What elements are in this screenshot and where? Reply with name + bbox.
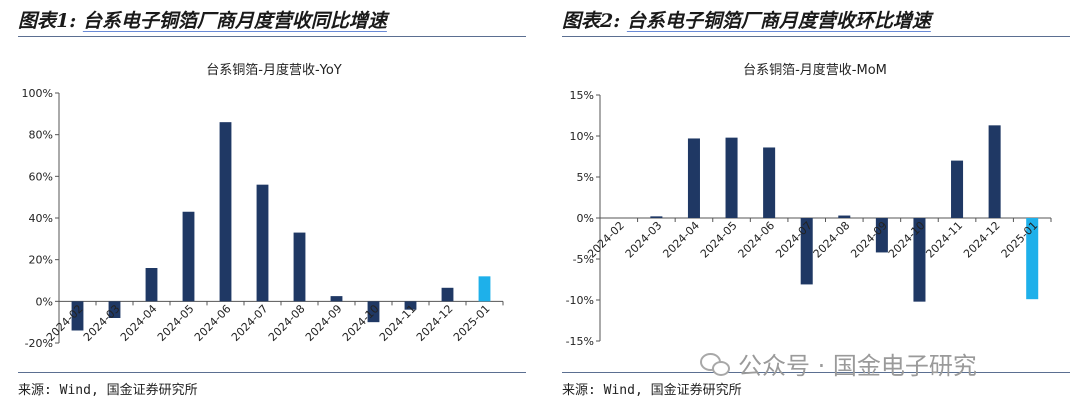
- bar: [71, 301, 84, 331]
- chart-panel-yoy: 图表1: 台系电子铜箔厂商月度营收同比增速 台系铜箔-月度营收-YoY 100% 8…: [18, 6, 526, 398]
- x-tick-label: 2024-12: [961, 219, 1003, 261]
- bar: [988, 125, 1001, 218]
- bar: [763, 147, 776, 218]
- y-tick-label: 5%: [577, 171, 594, 184]
- watermark: 公众号 · 国金电子研究: [700, 346, 977, 381]
- chart-title: 台系铜箔-月度营收-MoM: [743, 62, 887, 78]
- x-tick-label: 2024-11: [923, 219, 965, 261]
- y-tick-label: 80%: [29, 129, 53, 142]
- y-tick-label: 100%: [22, 87, 53, 100]
- bottom-rule: [562, 372, 1070, 373]
- bar: [800, 218, 813, 285]
- bar: [951, 160, 964, 218]
- bar: [219, 122, 232, 302]
- y-tick-label: -15%: [566, 335, 594, 348]
- figure-title: 图表2: 台系电子铜箔厂商月度营收环比增速: [562, 6, 931, 33]
- x-tick-label: 2024-05: [155, 302, 197, 344]
- bar: [441, 287, 454, 302]
- source-note: 来源: Wind, 国金证券研究所: [562, 383, 742, 398]
- x-tick-label: 2024-03: [623, 219, 665, 261]
- x-tick-label: 2024-03: [81, 302, 123, 344]
- x-tick-label: 2024-12: [414, 302, 456, 344]
- y-tick-label: 60%: [29, 170, 53, 183]
- figure-number: 图表2:: [562, 10, 621, 32]
- watermark-text: 公众号 · 国金电子研究: [738, 352, 977, 380]
- y-tick-label: 15%: [570, 89, 594, 102]
- bar: [725, 137, 738, 218]
- chart-panel-mom: 图表2: 台系电子铜箔厂商月度营收环比增速 台系铜箔-月度营收-MoM 15% 10…: [540, 0, 1080, 407]
- figure-number: 图表1:: [18, 10, 77, 32]
- source-note: 来源: Wind, 国金证券研究所: [18, 383, 198, 398]
- y-tick-label: 40%: [29, 212, 53, 225]
- bar: [256, 184, 269, 302]
- x-tick-label: 2024-05: [698, 219, 740, 261]
- bar: [478, 276, 491, 302]
- chart-title: 台系铜箔-月度营收-YoY: [206, 62, 342, 78]
- top-rule: [18, 36, 526, 37]
- bar: [367, 301, 380, 323]
- x-tick-label: 2024-06: [192, 302, 234, 344]
- bar: [182, 211, 195, 302]
- mom-bar-chart: 台系铜箔-月度营收-MoM 15% 10% 5% 0% -5% -10% -15% 2024-0…: [566, 62, 1052, 348]
- bar: [330, 296, 343, 302]
- x-tick-label: 2024-04: [660, 219, 702, 261]
- bar: [293, 232, 306, 302]
- bottom-rule: [18, 372, 526, 373]
- bar: [875, 218, 888, 253]
- y-tick-label: -20%: [25, 337, 53, 350]
- figure-caption: 台系电子铜箔厂商月度营收环比增速: [626, 10, 931, 32]
- bar: [650, 216, 663, 218]
- bar: [838, 215, 851, 218]
- bar: [687, 138, 700, 218]
- x-tick-label: 2024-07: [229, 302, 271, 344]
- figure-caption: 台系电子铜箔厂商月度营收同比增速: [82, 10, 387, 32]
- x-tick-label: 2024-02: [585, 219, 627, 261]
- y-tick-label: -5%: [573, 253, 594, 266]
- wechat-icon: [700, 352, 730, 376]
- x-tick-label: 2024-09: [303, 302, 345, 344]
- bar: [913, 218, 926, 302]
- x-tick-label: 2024-11: [377, 302, 419, 344]
- y-tick-label: -10%: [566, 294, 594, 307]
- bar: [1026, 218, 1039, 300]
- yoy-bar-chart: 台系铜箔-月度营收-YoY 100% 80% 60% 40% 20% 0% -20% 2024-…: [22, 62, 504, 350]
- x-tick-label: 2024-04: [118, 302, 160, 344]
- x-tick-label: 2024-10: [340, 302, 382, 344]
- y-tick-label: 0%: [36, 295, 53, 308]
- x-tick-label: 2024-06: [736, 219, 778, 261]
- bar: [145, 268, 158, 302]
- x-tick-label: 2024-08: [266, 302, 308, 344]
- bar: [404, 301, 417, 310]
- top-rule: [562, 36, 1070, 37]
- y-tick-label: 10%: [570, 130, 594, 143]
- x-tick-label: 2025-01: [451, 302, 493, 344]
- y-tick-label: 20%: [29, 254, 53, 267]
- figure-title: 图表1: 台系电子铜箔厂商月度营收同比增速: [18, 6, 387, 33]
- bar: [108, 301, 121, 318]
- x-tick-label: 2024-08: [811, 219, 853, 261]
- y-tick-label: 0%: [577, 212, 594, 225]
